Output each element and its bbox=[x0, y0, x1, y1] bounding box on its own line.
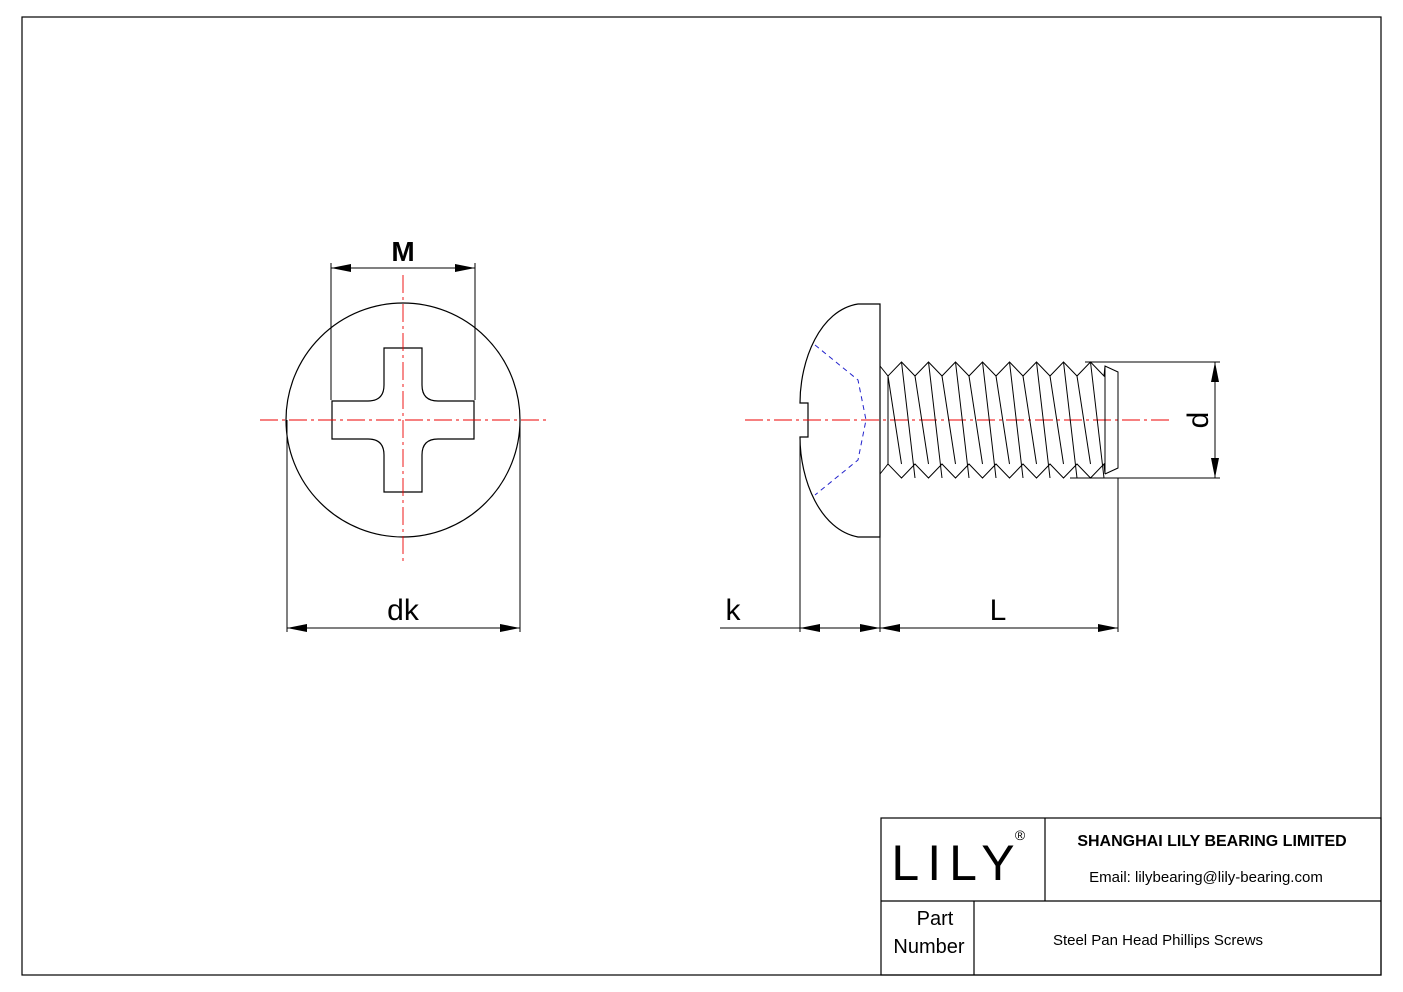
dimension-label: k bbox=[726, 594, 742, 627]
thread-root-line bbox=[914, 375, 929, 465]
top-view: M dk bbox=[260, 236, 548, 632]
thread-root-line bbox=[968, 375, 983, 465]
thread-root-line bbox=[887, 375, 902, 465]
thread-root-line bbox=[1022, 375, 1037, 465]
head-outline bbox=[799, 303, 881, 538]
side-view: d k L bbox=[720, 303, 1220, 632]
company-name: SHANGHAI LILY BEARING LIMITED bbox=[1077, 833, 1346, 850]
thread-line bbox=[901, 361, 916, 479]
thread-line bbox=[1036, 361, 1051, 479]
email: Email: lilybearing@lily-bearing.com bbox=[1089, 869, 1323, 886]
thread-root-line bbox=[995, 375, 1010, 465]
part-label: Part bbox=[917, 908, 954, 930]
thread-line bbox=[955, 361, 970, 479]
dimension-label: L bbox=[990, 594, 1007, 627]
thread-line bbox=[1063, 361, 1078, 479]
thread-root-line bbox=[1076, 375, 1091, 465]
thread-line bbox=[982, 361, 997, 479]
thread-line bbox=[928, 361, 943, 479]
registered-mark: ® bbox=[1015, 827, 1026, 843]
thread-line bbox=[1009, 361, 1024, 479]
part-label: Number bbox=[893, 936, 964, 958]
border bbox=[21, 16, 1382, 976]
dimension-label: dk bbox=[387, 594, 420, 627]
title-block-frame bbox=[880, 817, 1382, 976]
thread-root-line bbox=[1049, 375, 1064, 465]
cross-recess bbox=[331, 347, 475, 493]
title-block: LILY ® SHANGHAI LILY BEARING LIMITED Ema… bbox=[880, 817, 1382, 976]
recess-hidden-line bbox=[814, 344, 867, 496]
logo: LILY bbox=[891, 835, 1022, 891]
thread-line bbox=[1090, 361, 1105, 479]
dimension-label: M bbox=[391, 236, 414, 267]
thread-crest bbox=[879, 462, 1106, 479]
thread-root-line bbox=[941, 375, 956, 465]
part-name: Steel Pan Head Phillips Screws bbox=[1053, 932, 1263, 949]
dimension-label: d bbox=[1182, 412, 1215, 429]
